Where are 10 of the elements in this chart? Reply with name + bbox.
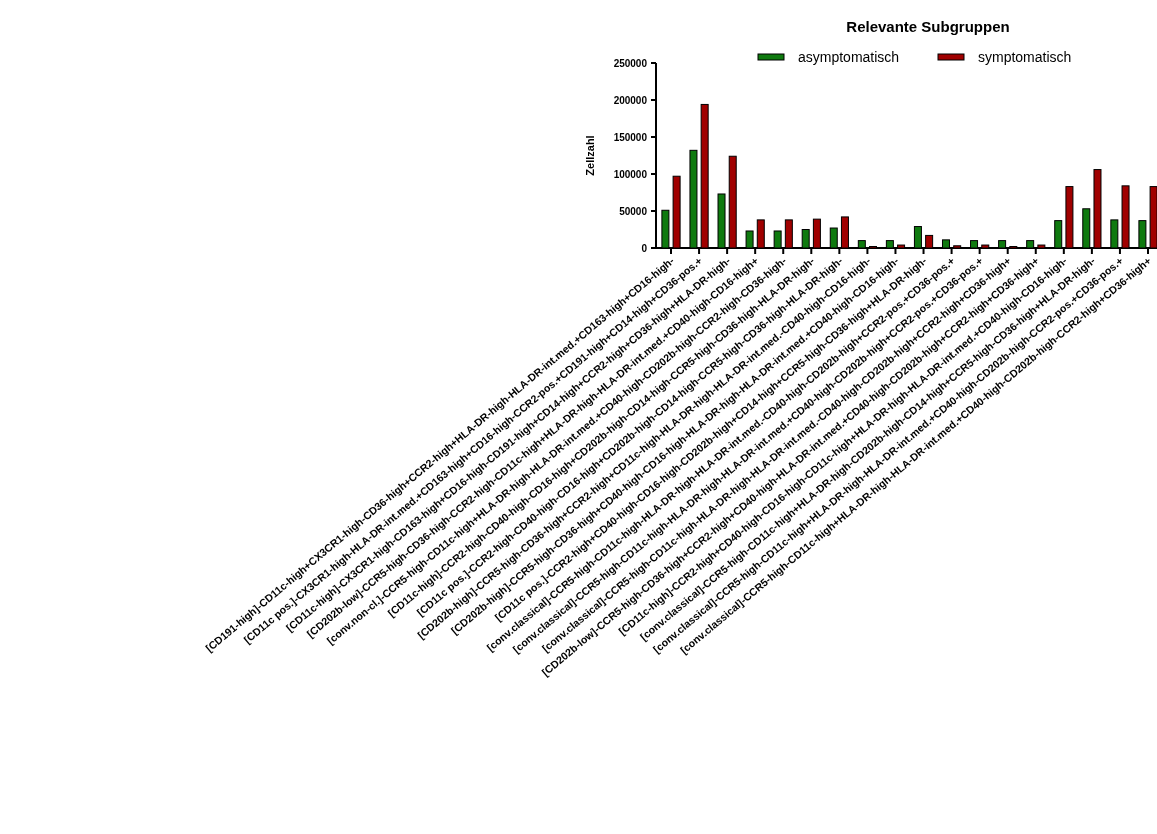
y-axis-title: Zellzahl: [584, 135, 596, 176]
legend-label: asymptomatisch: [798, 49, 900, 65]
chart-title: Relevante Subgruppen: [846, 18, 1010, 35]
y-tick-label: 150000: [613, 131, 648, 143]
y-tick-label: 100000: [613, 168, 648, 180]
y-tick-label: 250000: [613, 57, 648, 69]
y-tick-label: 0: [641, 242, 648, 254]
legend-label: symptomatisch: [978, 49, 1072, 65]
y-tick-label: 200000: [613, 94, 648, 106]
y-tick-label: 50000: [619, 205, 648, 217]
